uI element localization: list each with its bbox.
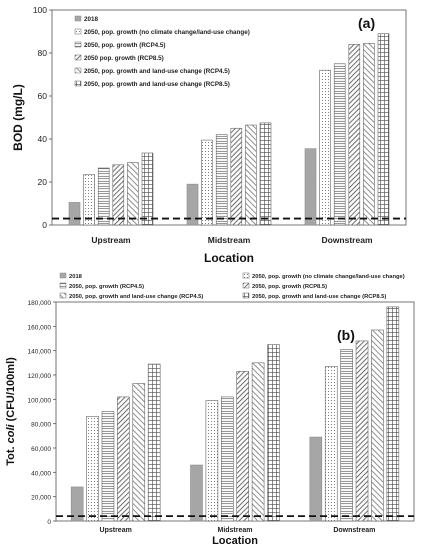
bar-landuse-rcp45-downstream (371, 329, 384, 522)
bar-landuse-rcp45-midstream (245, 124, 257, 226)
bar-landuse-rcp45-upstream (132, 383, 146, 522)
legend-entry: 2018 (69, 274, 83, 280)
legend-swatch (74, 54, 82, 61)
bar-pop-growth-rcp85-upstream (117, 396, 130, 522)
bar-pop-growth-rcp85-midstream (230, 127, 243, 226)
y-tick-label: 0 (42, 220, 47, 230)
bar-pop-growth-rcp85-midstream (236, 371, 249, 522)
y-tick-label: 20 (38, 177, 48, 187)
x-axis-label: Location (204, 251, 254, 265)
bar-2018-upstream (70, 486, 84, 522)
y-tick-label: 80 (38, 48, 48, 58)
x-category-label: Midstream (208, 235, 251, 245)
y-tick-label: 180,000 (28, 300, 52, 307)
legend-entry: 2050, pop. growth and land-use change (R… (69, 294, 203, 300)
bar-landuse-rcp85-downstream (377, 33, 390, 226)
legend-swatch (242, 272, 250, 279)
y-axis-label: Tot. coli (CFU/100ml) (5, 357, 17, 466)
bar-2018-downstream (304, 148, 317, 226)
legend-entry: 2050, pop. growth (RCP4.5) (69, 284, 144, 290)
bar-pop-growth-rcp45-upstream (101, 411, 115, 522)
panel-label: (a) (358, 15, 375, 31)
bar-pop-growth-baseline-upstream (83, 174, 95, 226)
bar-pop-growth-rcp45-downstream (333, 63, 346, 226)
bar-pop-growth-baseline-midstream (201, 139, 213, 226)
y-tick-label: 40,000 (31, 470, 51, 477)
bar-landuse-rcp45-midstream (251, 362, 265, 522)
bar-pop-growth-rcp45-midstream (215, 134, 228, 226)
legend-entry: 2050, pop. growth and land-use change (R… (252, 294, 386, 300)
x-category-label: Upstream (91, 235, 131, 245)
bar-pop-growth-rcp85-upstream (112, 164, 125, 226)
bar-pop-growth-baseline-upstream (86, 416, 99, 522)
y-tick-label: 0 (47, 519, 51, 526)
bar-pop-growth-baseline-downstream (324, 366, 338, 522)
bar-pop-growth-rcp45-midstream (221, 396, 234, 522)
bar-pop-growth-rcp45-upstream (97, 167, 110, 226)
legend-entry: 2050, pop. growth and land-use change (R… (84, 68, 230, 75)
y-tick-label: 120,000 (28, 373, 52, 380)
bar-landuse-rcp45-downstream (363, 43, 375, 226)
legend-swatch (242, 282, 250, 289)
legend-swatch (242, 292, 250, 299)
bar-pop-growth-rcp85-downstream (348, 44, 361, 226)
bar-pop-growth-baseline-downstream (319, 69, 331, 226)
legend-entry: 2018 (84, 16, 99, 23)
bar-2018-downstream (309, 436, 323, 522)
bar-landuse-rcp85-midstream (267, 344, 280, 522)
bar-2018-midstream (190, 464, 203, 522)
bar-pop-growth-baseline-midstream (205, 400, 219, 522)
bar-2018-upstream (68, 202, 81, 226)
bar-pop-growth-rcp85-downstream (355, 340, 369, 522)
bar-landuse-rcp45-upstream (127, 162, 139, 226)
y-tick-label: 60,000 (31, 446, 51, 453)
legend-swatch (59, 292, 67, 299)
legend-swatch (74, 80, 82, 87)
x-category-label: Downstream (321, 235, 372, 245)
x-axis-label: Location (212, 535, 258, 547)
y-tick-label: 60 (38, 91, 48, 101)
plot-area (51, 9, 407, 226)
bar-landuse-rcp85-downstream (386, 306, 400, 522)
x-category-label: Downstream (333, 527, 375, 534)
y-tick-label: 100 (33, 5, 47, 15)
legend-swatch (74, 41, 82, 48)
y-tick-label: 80,000 (31, 422, 51, 429)
legend-entry: 2050, pop. growth (no climate change/lan… (84, 29, 250, 36)
legend-entry: 2050, pop. growth (no climate change/lan… (252, 274, 405, 280)
y-tick-label: 100,000 (28, 397, 52, 404)
x-category-label: Upstream (100, 527, 132, 534)
x-category-label: Midstream (217, 527, 252, 534)
legend-swatch (74, 15, 82, 22)
legend-entry: 2050, pop. growth (RCP8.5) (252, 284, 327, 290)
legend-entry: 2050, pop. growth and land-use change (R… (84, 81, 230, 88)
total-coli-chart: 0 20,000 40,000 60,000 80,000 100,000 120,000 1… (5, 272, 415, 547)
legend-swatch (59, 282, 67, 289)
legend-entry: 2050 pop. growth (RCP8.5) (84, 55, 164, 62)
bar-2018-midstream (186, 183, 199, 226)
legend-swatch (59, 272, 67, 279)
legend-swatch (74, 28, 82, 35)
panel-label: (b) (337, 327, 355, 343)
plot-area (55, 301, 415, 522)
bar-pop-growth-rcp45-downstream (340, 349, 353, 522)
y-tick-label: 40 (38, 134, 48, 144)
bod-chart: 0 20 40 60 80 100 Upstream Midstream Downstream L… (11, 5, 407, 265)
bar-landuse-rcp85-midstream (259, 122, 272, 226)
legend-entry: 2050, pop. growth (RCP4.5) (84, 42, 166, 49)
bar-landuse-rcp85-upstream (147, 363, 161, 522)
y-axis-label: BOD (mg/L) (11, 84, 25, 151)
legend-swatch (74, 67, 82, 74)
y-tick-label: 20,000 (31, 495, 51, 502)
y-tick-label: 140,000 (28, 349, 52, 356)
y-tick-label: 160,000 (28, 324, 52, 331)
bar-landuse-rcp85-upstream (141, 152, 154, 226)
